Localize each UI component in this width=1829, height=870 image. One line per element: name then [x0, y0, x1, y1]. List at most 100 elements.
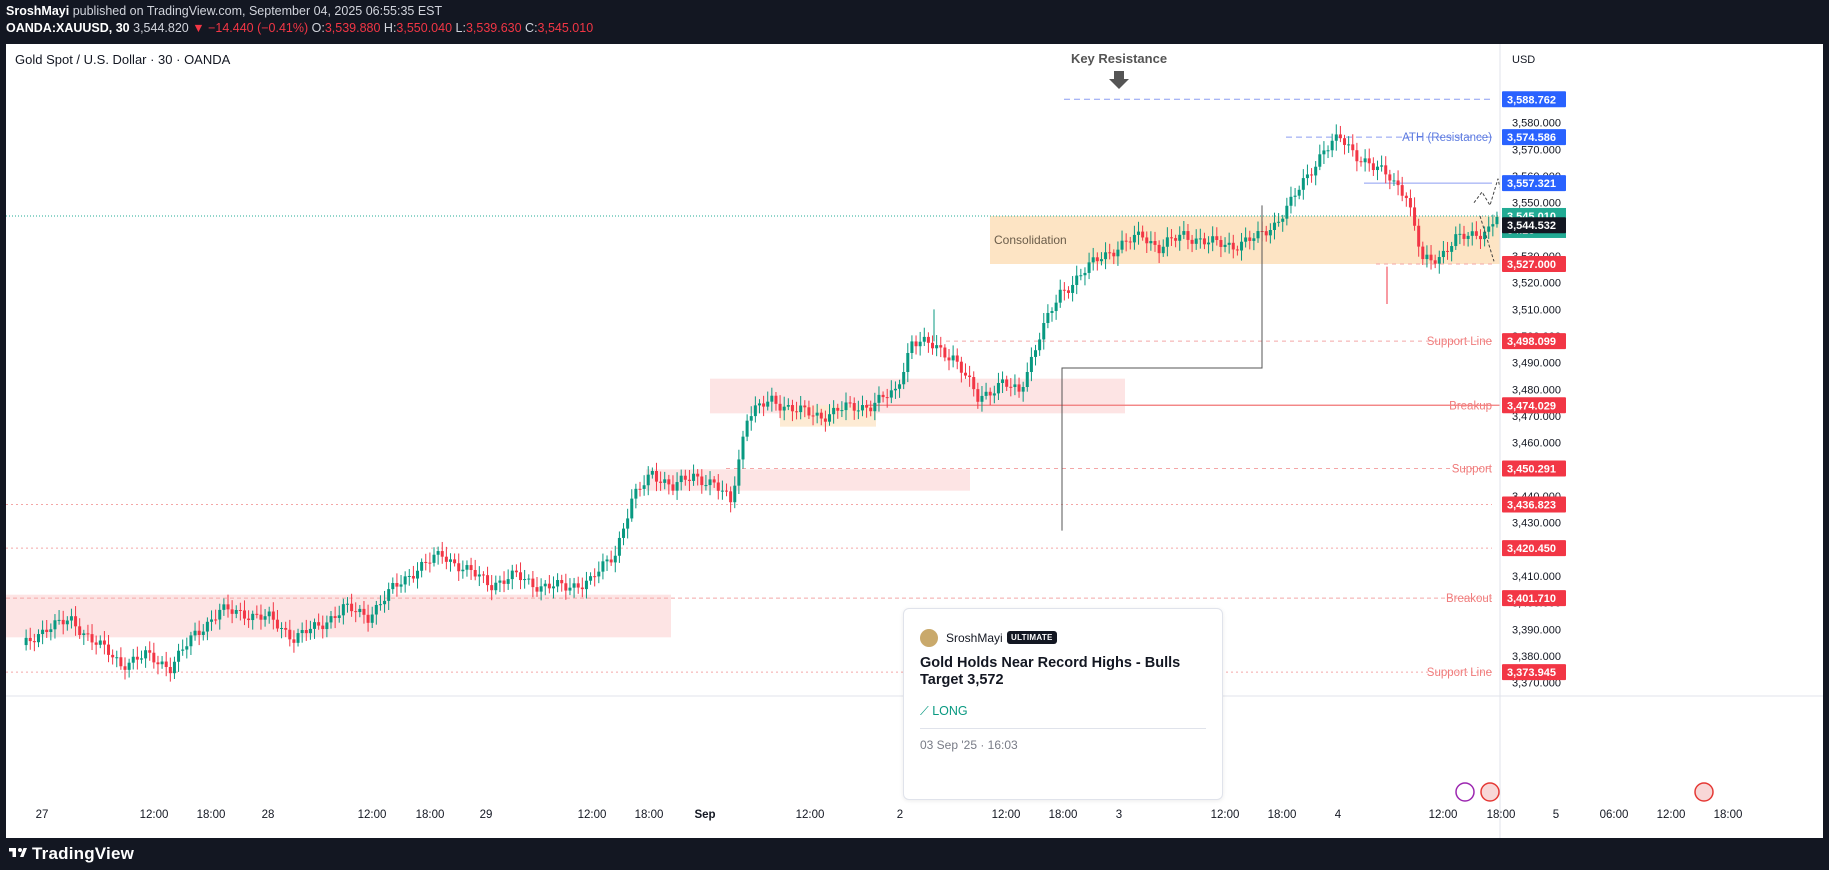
candle-body	[712, 479, 716, 483]
candle-body	[564, 583, 568, 591]
candle-body	[490, 585, 494, 591]
candle-body	[321, 625, 325, 630]
candle-body	[432, 554, 436, 563]
candle-body	[453, 559, 457, 564]
x-tick-label: 12:00	[1657, 809, 1686, 821]
candle-body	[1293, 195, 1297, 197]
candle-body	[1108, 252, 1112, 254]
level-label: Support	[1452, 464, 1493, 476]
candle-body	[778, 403, 782, 411]
level-price-tag-bg	[1502, 496, 1566, 513]
y-tick-label: 3,490.000	[1512, 358, 1561, 370]
candle-body	[1380, 165, 1384, 167]
idea-author[interactable]: SroshMayi	[946, 631, 1003, 645]
footer-bar: TradingView	[0, 838, 1829, 870]
x-tick-label: 29	[480, 809, 493, 821]
author-name[interactable]: SroshMayi	[6, 4, 70, 18]
y-tick-label: 3,370.000	[1512, 678, 1561, 690]
down-arrow-icon	[1109, 79, 1129, 89]
candle-body	[1400, 185, 1404, 196]
candle-body	[486, 575, 490, 586]
candle-body	[1450, 246, 1454, 252]
publish-date: published on TradingView.com, September …	[69, 4, 443, 18]
candle-body	[197, 630, 201, 635]
level-price-tag-bg	[1502, 540, 1566, 557]
low-label: L:	[455, 21, 466, 35]
author-avatar[interactable]	[920, 629, 938, 647]
candle-body	[313, 622, 317, 629]
level-label: Support Line	[1427, 336, 1492, 348]
candle-body	[1050, 311, 1054, 313]
candle-body	[939, 345, 943, 348]
candle-body	[1483, 231, 1487, 240]
candle-body	[284, 627, 288, 630]
candle-body	[481, 574, 485, 576]
candle-body	[1198, 238, 1202, 240]
candle-body	[1235, 249, 1239, 251]
x-tick-label: 18:00	[1049, 809, 1078, 821]
candle-body	[1182, 231, 1186, 235]
candle-body	[613, 555, 617, 563]
level-price-tag: 3,373.945	[1507, 667, 1556, 679]
candle-body	[1104, 252, 1108, 260]
price-change: ▼ −14.440 (−0.41%)	[192, 21, 309, 35]
candle-body	[119, 657, 123, 667]
key-resistance-label: Key Resistance	[1071, 51, 1167, 66]
candle-body	[420, 561, 424, 571]
level-price-tag-bg	[1502, 175, 1566, 192]
y-tick-label: 3,460.000	[1512, 438, 1561, 450]
candle-body	[774, 395, 778, 404]
chart-pane[interactable]: Consolidation ATH (Resistance) Support Li…	[6, 44, 1823, 838]
candle-body	[1087, 262, 1091, 273]
candle-body	[745, 420, 749, 437]
candle-body	[1338, 134, 1342, 139]
candle-body	[580, 587, 584, 590]
candle-body	[1355, 150, 1359, 162]
candle-body	[1128, 241, 1132, 243]
candle-body	[811, 415, 815, 417]
tradingview-logo[interactable]: TradingView	[8, 844, 134, 864]
candle-body	[329, 616, 333, 623]
candle-body	[918, 341, 922, 347]
candle-body	[766, 401, 770, 407]
x-tick-label: 18:00	[1487, 809, 1516, 821]
publish-info: SroshMayi published on TradingView.com, …	[6, 4, 442, 18]
candle-body	[547, 583, 551, 589]
idea-title[interactable]: Gold Holds Near Record Highs - Bulls Tar…	[920, 655, 1181, 688]
level-price-tag-bg	[1502, 91, 1566, 108]
candle-body	[123, 666, 127, 670]
candle-body	[1054, 302, 1058, 312]
candle-body	[144, 650, 148, 659]
level-price-tag-bg	[1502, 397, 1566, 414]
candle-body	[1161, 246, 1165, 254]
candle-body	[32, 641, 36, 643]
candle-body	[543, 583, 547, 587]
candle-body	[972, 377, 976, 390]
candle-body	[1252, 238, 1256, 241]
candle-body	[1132, 234, 1136, 243]
candle-body	[1495, 216, 1499, 225]
chart-svg[interactable]: Consolidation ATH (Resistance) Support Li…	[6, 44, 1823, 838]
candle-body	[1388, 174, 1392, 181]
candle-body	[551, 586, 555, 589]
high-value: 3,550.040	[396, 21, 453, 35]
candle-body	[865, 405, 869, 408]
idea-card[interactable]: SroshMayi ULTIMATE Gold Holds Near Recor…	[903, 608, 1223, 800]
candle-body	[622, 528, 626, 538]
candle-body	[980, 395, 984, 402]
candle-body	[988, 391, 992, 396]
level-price-tag-bg	[1502, 664, 1566, 681]
candle-body	[354, 611, 358, 613]
candle-body	[1441, 250, 1445, 258]
candle-body	[1169, 237, 1173, 239]
candle-body	[514, 570, 518, 573]
candle-body	[959, 361, 963, 373]
candle-body	[1062, 289, 1066, 291]
candle-body	[1272, 222, 1276, 231]
candle-body	[45, 629, 49, 633]
x-tick-label: 18:00	[1268, 809, 1297, 821]
level-price-tag: 3,474.029	[1507, 400, 1556, 412]
candle-body	[1367, 158, 1371, 164]
down-arrow-icon	[1114, 71, 1124, 79]
candle-body	[1021, 387, 1025, 392]
